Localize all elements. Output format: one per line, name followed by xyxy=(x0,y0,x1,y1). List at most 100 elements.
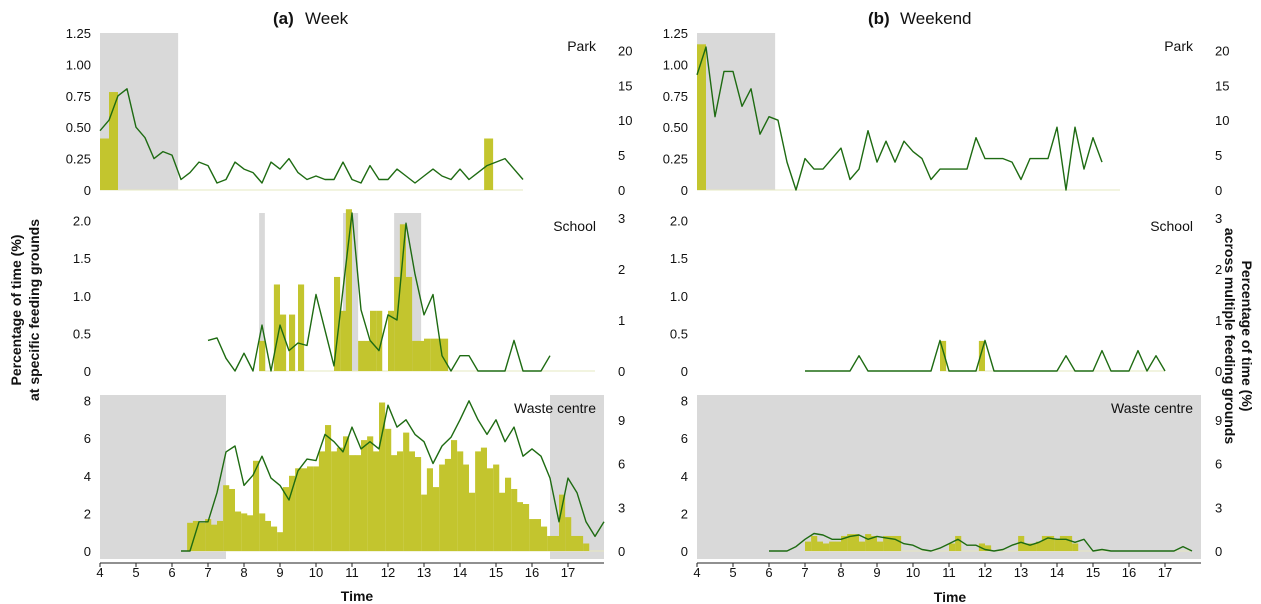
y-left-tick-label: 0.5 xyxy=(670,326,688,341)
y-left-label: Percentage of time (%) at specific feedi… xyxy=(8,219,42,401)
bar-1 xyxy=(811,535,818,551)
bar-10 xyxy=(865,534,872,551)
y-right-tick-label: 10 xyxy=(618,113,632,128)
x-tick-label: 15 xyxy=(1086,565,1100,580)
y-right-label-line2: across multiple feeding grounds xyxy=(1222,228,1238,444)
bar-9 xyxy=(241,513,248,551)
y-right-label: Percentage of time (%) across multiple f… xyxy=(1222,228,1255,444)
x-tick-label: 6 xyxy=(168,565,175,580)
y-left-tick-label: 0.75 xyxy=(663,89,688,104)
y-right-tick-label: 2 xyxy=(618,262,625,277)
y-left-tick-label: 0 xyxy=(681,544,688,559)
bar-17 xyxy=(289,475,296,551)
bar-3 xyxy=(289,314,296,371)
bar-38 xyxy=(415,457,422,551)
y-right-tick-label: 2 xyxy=(1215,262,1222,277)
bar-12 xyxy=(877,541,884,551)
x-tick-label: 14 xyxy=(453,565,467,580)
series-line xyxy=(181,400,605,552)
panel-week-school: 0 0.5 1.0 1.5 2.0 0 1 2 3 School xyxy=(73,209,625,379)
panel-label: Park xyxy=(567,38,597,54)
bar-5 xyxy=(334,276,341,371)
bar-32 xyxy=(379,402,386,551)
bar-0 xyxy=(697,44,706,190)
bar-55 xyxy=(516,502,523,551)
bar-2 xyxy=(280,314,287,371)
y-right-tick-label: 1 xyxy=(618,313,625,328)
x-tick-label: 16 xyxy=(1122,565,1136,580)
bar-6 xyxy=(223,485,230,551)
y-left-tick-label: 1.5 xyxy=(73,251,91,266)
bar-51 xyxy=(493,464,500,551)
bar-0 xyxy=(805,541,812,551)
x-tick-label: 7 xyxy=(204,565,211,580)
bar-47 xyxy=(469,492,476,551)
x-tick-label: 17 xyxy=(1158,565,1172,580)
x-label-week: Time xyxy=(341,588,374,604)
x-tick-label: 5 xyxy=(132,565,139,580)
panels-group: 00.250.500.751.001.2505101520Park00.51.0… xyxy=(66,26,1230,580)
bar-1 xyxy=(978,340,985,371)
bar-60 xyxy=(547,535,554,551)
panel-week-waste-centre: 0 2 4 6 8 0 3 6 9 Waste centre 4 5 6 7 8 9 10 11 12 13 14 15 1… xyxy=(84,394,625,580)
bar-27 xyxy=(1059,535,1066,551)
shaded-interval-0 xyxy=(697,33,776,190)
bar-37 xyxy=(408,451,415,551)
bar-8 xyxy=(235,511,242,551)
bar-22 xyxy=(1030,543,1037,551)
y-left-tick-label: 1.5 xyxy=(670,251,688,266)
bar-21 xyxy=(313,466,320,551)
bar-23 xyxy=(325,425,332,551)
y-right-tick-label: 20 xyxy=(1215,43,1229,58)
bar-29 xyxy=(361,440,368,551)
series-line xyxy=(805,339,1166,372)
bar-11 xyxy=(870,535,877,551)
series-line xyxy=(207,212,551,372)
y-left-tick-label: 1.25 xyxy=(663,26,688,41)
bar-44 xyxy=(451,440,458,551)
bar-35 xyxy=(397,451,404,551)
x-tick-label: 11 xyxy=(942,565,956,580)
bar-26 xyxy=(1054,539,1061,551)
bar-16 xyxy=(949,543,956,551)
bar-12 xyxy=(388,310,395,371)
bar-49 xyxy=(480,447,487,551)
shaded-interval-0 xyxy=(259,213,265,371)
panel-weekend-park: 0 0.25 0.50 0.75 1.00 1.25 0 5 10 15 20 Park xyxy=(663,26,1230,198)
y-left-tick-label: 0.50 xyxy=(66,120,91,135)
panel-label: Waste centre xyxy=(514,400,596,416)
panel-label: Park xyxy=(1164,38,1194,54)
y-left-tick-label: 0 xyxy=(681,364,688,379)
y-left-label-line1: Percentage of time (%) xyxy=(8,235,24,386)
y-right-tick-label: 0 xyxy=(618,183,625,198)
y-left-tick-label: 1.0 xyxy=(73,289,91,304)
y-left-label-line2: at specific feeding grounds xyxy=(26,219,42,401)
bar-17 xyxy=(955,535,962,551)
x-tick-label: 16 xyxy=(525,565,539,580)
bar-2 xyxy=(816,541,823,551)
bar-6 xyxy=(841,535,848,551)
bar-4 xyxy=(829,541,836,551)
y-right-tick-label: 15 xyxy=(618,78,632,93)
panel-weekend-waste-centre: 0 2 4 6 8 0 3 6 9 Waste centre 4 5 6 7 8 9 10 11 12 13 14 15 1… xyxy=(681,394,1222,580)
bar-20 xyxy=(435,338,442,371)
bar-18 xyxy=(978,543,985,551)
bar-53 xyxy=(505,477,512,551)
panel-b-letter: (b) xyxy=(868,9,890,28)
bar-0 xyxy=(187,522,194,551)
bar-54 xyxy=(511,488,518,551)
bar-14 xyxy=(888,535,895,551)
bar-9 xyxy=(363,340,370,371)
bar-20 xyxy=(1018,535,1025,551)
x-tick-label: 10 xyxy=(309,565,323,580)
y-right-tick-label: 0 xyxy=(618,364,625,379)
y-right-tick-label: 9 xyxy=(618,413,625,428)
y-left-tick-label: 0.75 xyxy=(66,89,91,104)
bar-4 xyxy=(298,284,305,371)
bar-65 xyxy=(577,535,584,551)
bar-19 xyxy=(430,338,437,371)
bar-1 xyxy=(192,520,199,551)
x-tick-label: 4 xyxy=(693,565,700,580)
bar-31 xyxy=(372,451,379,551)
